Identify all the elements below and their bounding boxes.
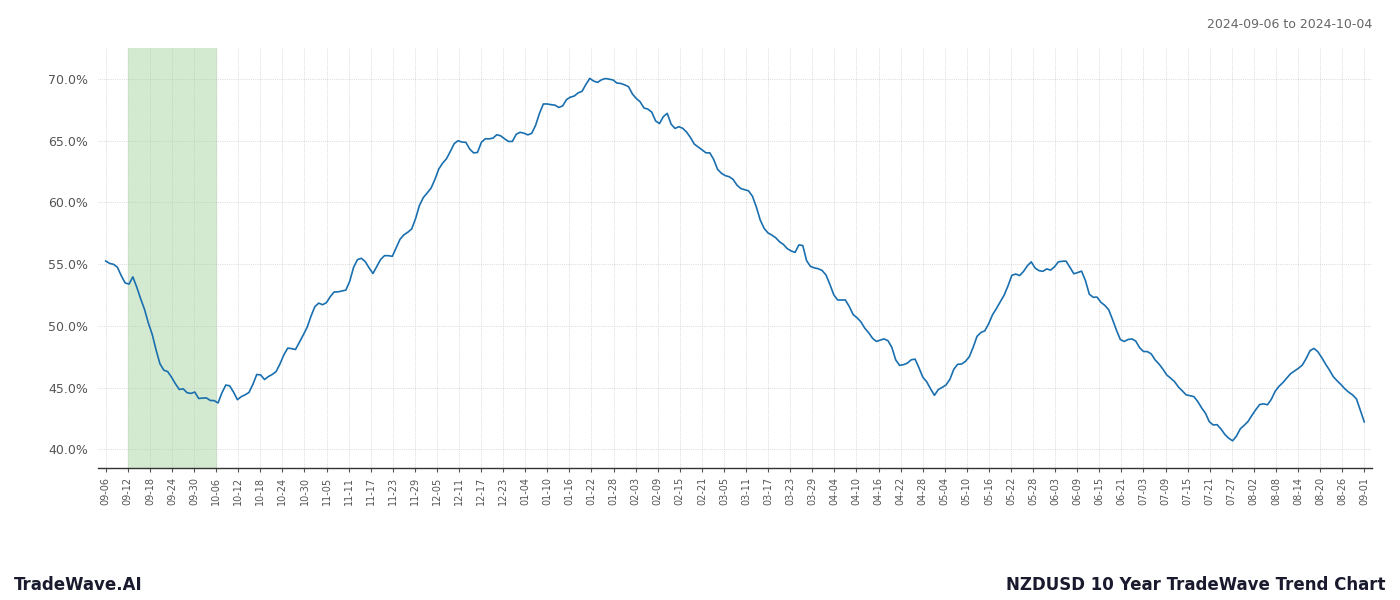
Text: NZDUSD 10 Year TradeWave Trend Chart: NZDUSD 10 Year TradeWave Trend Chart [1007, 576, 1386, 594]
Text: TradeWave.AI: TradeWave.AI [14, 576, 143, 594]
Bar [127, 48, 216, 468]
Text: 2024-09-06 to 2024-10-04: 2024-09-06 to 2024-10-04 [1207, 18, 1372, 31]
